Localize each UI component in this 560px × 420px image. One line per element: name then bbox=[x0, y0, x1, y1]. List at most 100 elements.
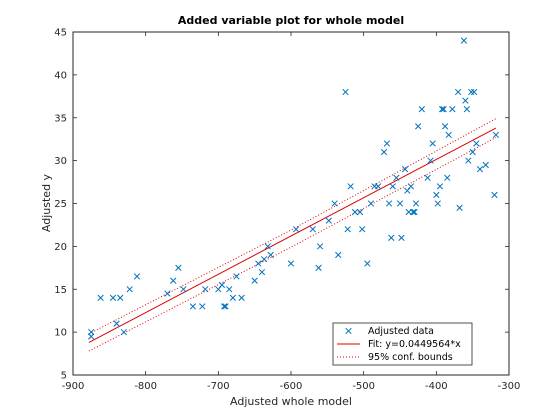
fit-line bbox=[88, 127, 497, 343]
data-point bbox=[287, 260, 295, 267]
data-point bbox=[251, 277, 258, 284]
data-point bbox=[175, 264, 182, 271]
x-tick-label: -500 bbox=[352, 381, 375, 392]
data-point bbox=[393, 174, 400, 181]
data-point bbox=[120, 328, 128, 336]
x-tick-label: -600 bbox=[280, 381, 303, 392]
chart-title: Added variable plot for whole model bbox=[178, 14, 404, 27]
data-point bbox=[233, 273, 240, 280]
data-point bbox=[267, 251, 274, 259]
data-point bbox=[292, 226, 300, 233]
data-point bbox=[109, 294, 117, 301]
data-point bbox=[389, 183, 396, 190]
data-point bbox=[434, 200, 441, 207]
data-point bbox=[344, 226, 351, 233]
data-point bbox=[375, 183, 382, 190]
data-point bbox=[463, 106, 471, 113]
data-point bbox=[97, 294, 104, 301]
data-point bbox=[469, 148, 476, 156]
data-point bbox=[180, 286, 187, 293]
data-point bbox=[449, 106, 456, 113]
data-point bbox=[433, 191, 440, 199]
data-point bbox=[342, 88, 349, 96]
data-point bbox=[418, 106, 425, 113]
upper-bound-line bbox=[88, 118, 497, 335]
data-point bbox=[462, 97, 469, 104]
data-point bbox=[476, 166, 484, 173]
data-point bbox=[258, 268, 266, 276]
y-tick-label: 5 bbox=[61, 371, 67, 382]
legend-label-fit: Fit: y=0.0449564*x bbox=[368, 339, 461, 350]
data-point bbox=[438, 106, 446, 113]
data-point bbox=[412, 200, 420, 207]
y-tick-label: 20 bbox=[54, 242, 67, 253]
data-point bbox=[444, 174, 451, 181]
x-tick-label: -900 bbox=[62, 381, 85, 392]
y-tick-label: 10 bbox=[54, 328, 67, 339]
x-axis-label: Adjusted whole model bbox=[230, 395, 352, 408]
data-point bbox=[468, 88, 475, 96]
data-point bbox=[88, 333, 95, 340]
fit-line-group bbox=[88, 127, 497, 343]
data-point bbox=[427, 157, 434, 164]
data-point bbox=[264, 243, 271, 250]
data-point bbox=[218, 281, 226, 289]
data-point bbox=[202, 286, 209, 293]
data-point bbox=[356, 208, 364, 216]
x-tick-label: -400 bbox=[425, 381, 448, 392]
data-point bbox=[222, 303, 229, 310]
data-point bbox=[170, 277, 177, 284]
confidence-bounds bbox=[88, 118, 497, 352]
data-point bbox=[440, 106, 447, 113]
data-point bbox=[367, 200, 375, 207]
data-point bbox=[492, 131, 500, 139]
data-point bbox=[380, 148, 388, 156]
y-tick-label: 25 bbox=[54, 199, 67, 210]
axis-ticks: -900 -800 -700 -600 -500 -400 -300 5 10 15 20 25 30 3… bbox=[54, 28, 520, 393]
data-point bbox=[315, 264, 322, 271]
data-point bbox=[409, 208, 417, 216]
data-point bbox=[331, 200, 338, 207]
data-point bbox=[401, 166, 409, 173]
data-point bbox=[347, 183, 354, 190]
x-tick-label: -300 bbox=[498, 381, 521, 392]
data-point bbox=[396, 200, 404, 207]
data-point bbox=[189, 303, 197, 310]
y-tick-label: 40 bbox=[54, 70, 67, 81]
data-point bbox=[429, 140, 436, 147]
data-point bbox=[491, 191, 498, 199]
legend-marker-data bbox=[345, 327, 352, 335]
legend-marker-data-x bbox=[345, 327, 352, 335]
data-point bbox=[226, 286, 233, 293]
data-point bbox=[470, 88, 478, 96]
data-point bbox=[364, 260, 371, 267]
data-point bbox=[398, 234, 405, 241]
data-point bbox=[199, 303, 206, 310]
data-point bbox=[436, 183, 444, 190]
plot-area bbox=[72, 31, 510, 376]
data-point bbox=[126, 286, 133, 293]
data-point bbox=[454, 88, 462, 96]
data-point bbox=[460, 37, 468, 44]
data-point bbox=[309, 226, 316, 233]
data-point bbox=[415, 123, 422, 130]
legend: Adjusted data Fit: y=0.0449564*x 95% con… bbox=[332, 322, 473, 366]
data-point bbox=[445, 131, 452, 139]
y-tick-label: 35 bbox=[54, 113, 67, 124]
data-points bbox=[88, 37, 500, 340]
data-point bbox=[388, 234, 395, 241]
legend-label-data: Adjusted data bbox=[368, 326, 434, 337]
data-point bbox=[255, 260, 262, 267]
data-point bbox=[385, 200, 393, 207]
data-point bbox=[325, 217, 332, 224]
data-point bbox=[411, 208, 418, 216]
y-tick-label: 30 bbox=[54, 156, 67, 167]
legend-label-bounds: 95% conf. bounds bbox=[368, 352, 453, 363]
y-tick-label: 15 bbox=[54, 285, 67, 296]
y-tick-label: 45 bbox=[54, 28, 67, 39]
data-point bbox=[383, 140, 391, 147]
data-point bbox=[335, 251, 342, 259]
data-point bbox=[117, 294, 124, 301]
lower-bound-line bbox=[88, 137, 497, 352]
x-tick-label: -800 bbox=[134, 381, 157, 392]
